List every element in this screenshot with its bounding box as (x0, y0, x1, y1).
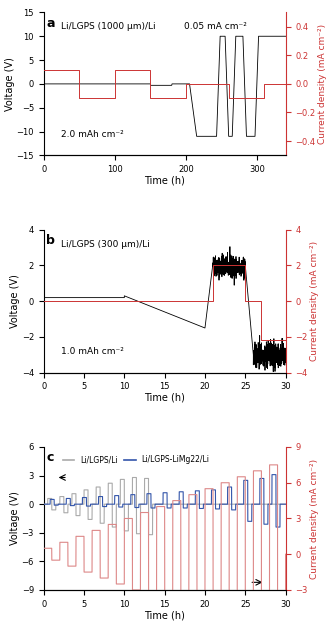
Text: Li/LGPS (1000 μm)/Li: Li/LGPS (1000 μm)/Li (60, 22, 155, 32)
Text: 1.0 mAh cm⁻²: 1.0 mAh cm⁻² (60, 347, 124, 356)
Text: Li/LGPS (300 μm)/Li: Li/LGPS (300 μm)/Li (60, 240, 150, 249)
Y-axis label: Voltage (V): Voltage (V) (5, 57, 15, 111)
Y-axis label: Voltage (V): Voltage (V) (10, 492, 20, 545)
Y-axis label: Voltage (V): Voltage (V) (10, 274, 20, 328)
Text: c: c (46, 451, 53, 465)
Text: 0.05 mA cm⁻²: 0.05 mA cm⁻² (184, 22, 247, 32)
Text: b: b (46, 234, 55, 247)
Y-axis label: Current density (mA cm⁻²): Current density (mA cm⁻²) (310, 458, 320, 579)
Y-axis label: Current density (mA cm⁻²): Current density (mA cm⁻²) (310, 241, 319, 361)
Legend: Li/LGPS/Li, Li/LGPS-LiMg22/Li: Li/LGPS/Li, Li/LGPS-LiMg22/Li (59, 452, 213, 468)
Text: a: a (46, 17, 54, 30)
X-axis label: Time (h): Time (h) (144, 610, 185, 620)
Y-axis label: Current density (mA cm⁻²): Current density (mA cm⁻²) (318, 24, 327, 144)
X-axis label: Time (h): Time (h) (144, 176, 185, 186)
X-axis label: Time (h): Time (h) (144, 392, 185, 403)
Text: 2.0 mAh cm⁻²: 2.0 mAh cm⁻² (60, 130, 123, 138)
